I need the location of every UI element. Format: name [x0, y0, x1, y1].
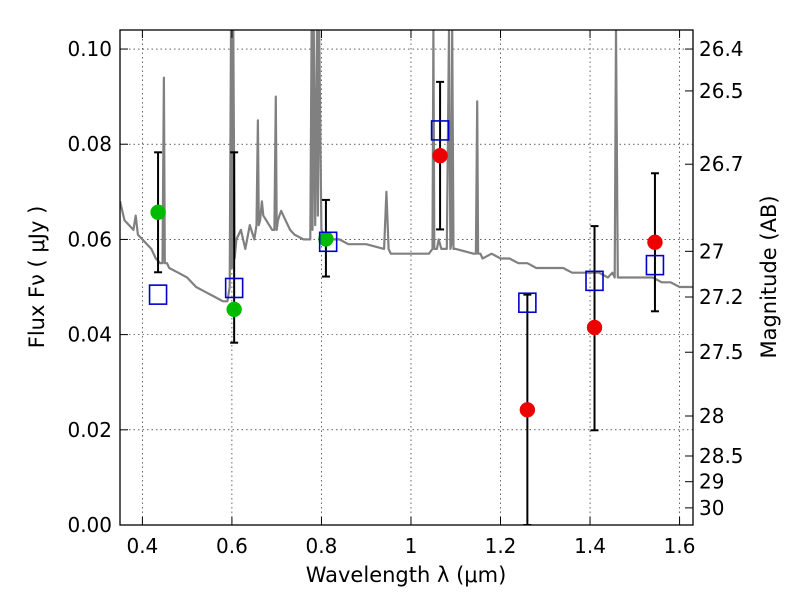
y-tick-label: 0.10	[67, 37, 112, 61]
x-tick-label: 0.4	[126, 534, 158, 558]
right-tick-label: 27.2	[699, 285, 744, 309]
right-tick-label: 27.5	[699, 340, 744, 364]
y-axis-title: Flux Fν ( μJy )	[25, 206, 49, 349]
right-tick-label: 26.5	[699, 79, 744, 103]
model-square	[318, 231, 338, 253]
model-square	[148, 284, 168, 305]
y-tick-label: 0.08	[67, 132, 112, 156]
model-square	[518, 292, 537, 314]
y-axis-right-title: Magnitude (AB)	[757, 195, 781, 358]
model-square	[224, 277, 244, 299]
data-point	[150, 204, 166, 221]
data-point	[432, 147, 448, 164]
y-tick-label: 0.00	[67, 513, 112, 537]
y-tick-label: 0.02	[67, 418, 112, 442]
x-tick-label: 0.6	[216, 534, 248, 558]
right-tick-label: 30	[699, 496, 724, 520]
right-tick-label: 27	[699, 239, 724, 263]
x-tick-label: 1.6	[664, 534, 696, 558]
marker-layer	[148, 80, 665, 525]
plot-frame	[119, 29, 694, 526]
data-point	[647, 234, 663, 251]
x-axis-title: Wavelength λ (μm)	[306, 563, 507, 587]
right-tick-label: 29	[699, 470, 724, 494]
data-point	[226, 301, 242, 318]
model-square	[585, 270, 604, 292]
grid-layer	[120, 30, 693, 526]
x-tick-label: 1.4	[574, 534, 606, 558]
right-tick-label: 28.5	[699, 444, 744, 468]
model-square	[645, 254, 665, 276]
right-tick-label: 28	[699, 404, 724, 428]
y-tick-label: 0.04	[67, 323, 112, 347]
data-point	[519, 402, 536, 418]
tick-layer: 0.4 0.6 0.8 1 1.2 1.4 1.6 0.00 0.02 0.04 0.06 0.08 0…	[67, 30, 744, 558]
model-square	[430, 120, 450, 141]
x-tick-label: 0.8	[306, 534, 338, 558]
x-tick-label: 1	[405, 534, 418, 558]
data-point	[586, 319, 603, 336]
data-point	[318, 231, 334, 247]
x-tick-label: 1.2	[485, 534, 517, 558]
right-tick-label: 26.7	[699, 152, 744, 176]
right-tick-label: 26.4	[699, 37, 744, 61]
y-tick-label: 0.06	[67, 227, 112, 251]
